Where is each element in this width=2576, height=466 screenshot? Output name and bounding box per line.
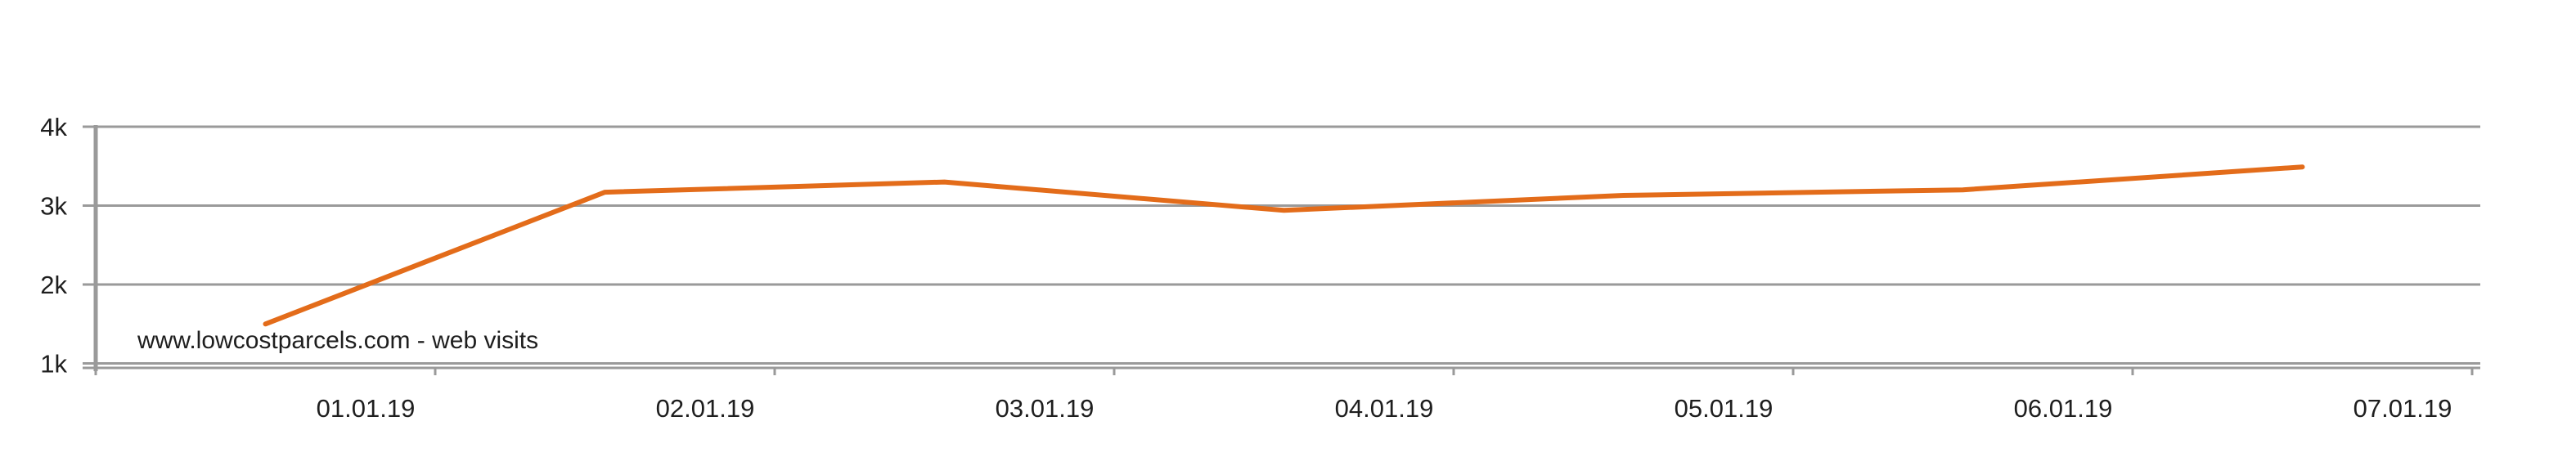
x-axis-tick-labels: 01.01.19 02.01.19 03.01.19 04.01.19 05.01.19… [317, 394, 2452, 423]
y-tick-label: 1k [40, 350, 67, 379]
grid-lines [96, 125, 2480, 365]
x-tick-label: 06.01.19 [2014, 394, 2113, 423]
series-lines [263, 164, 2305, 327]
x-tick-label: 05.01.19 [1675, 394, 1774, 423]
x-tick-label: 04.01.19 [1335, 394, 1434, 423]
series-line-0 [263, 164, 2305, 327]
x-tick-label: 03.01.19 [996, 394, 1095, 423]
x-tick-label: 01.01.19 [317, 394, 416, 423]
y-tick-label: 3k [40, 192, 67, 221]
y-tick-label: 2k [40, 271, 67, 299]
legend-series-label: www.lowcostparcels.com - web visits [137, 327, 538, 354]
y-tick-label: 4k [40, 113, 67, 141]
axes [83, 125, 2480, 375]
y-axis-tick-labels: 1k 2k 3k 4k [40, 113, 67, 379]
x-tick-label: 07.01.19 [2353, 394, 2452, 423]
x-tick-label: 02.01.19 [656, 394, 755, 423]
